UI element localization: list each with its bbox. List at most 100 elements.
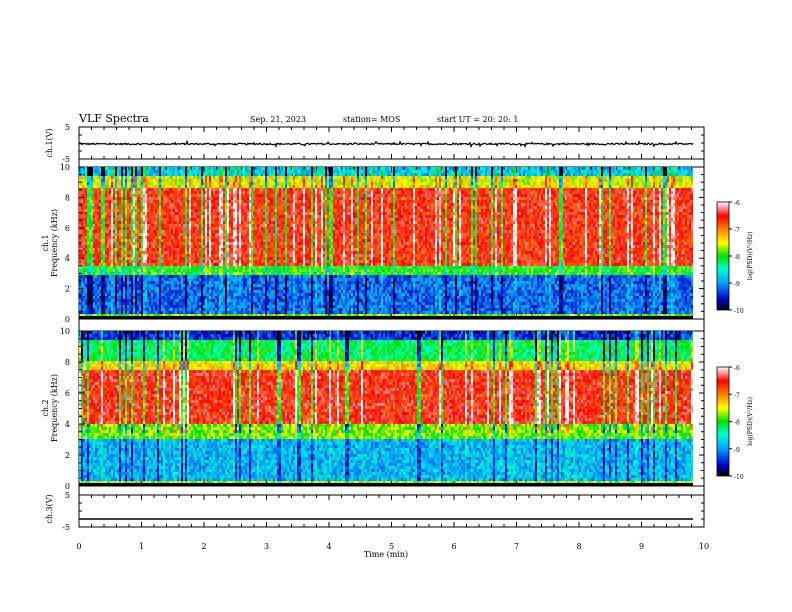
spec-cell <box>251 284 253 287</box>
spec-cell <box>179 230 181 233</box>
spec-cell <box>249 197 251 200</box>
spec-cell <box>165 224 167 227</box>
spec-cell <box>169 296 171 299</box>
spec-cell <box>219 170 221 173</box>
spec-cell <box>265 272 267 275</box>
spec-cell <box>257 284 259 287</box>
spec-cell <box>175 194 177 197</box>
spec-cell <box>113 179 115 182</box>
spec-cell <box>185 308 187 311</box>
spec-cell <box>129 254 131 257</box>
spec-cell <box>173 206 175 209</box>
spec-cell <box>191 203 193 206</box>
spec-cell <box>125 251 127 254</box>
spec-cell <box>245 173 247 176</box>
spec-cell <box>129 236 131 239</box>
spec-cell <box>135 188 137 191</box>
spec-cell <box>111 308 113 311</box>
spec-cell <box>81 197 83 200</box>
spec-cell <box>253 179 255 182</box>
spec-cell <box>197 257 199 260</box>
spec-cell <box>133 284 135 287</box>
spec-cell <box>117 254 119 257</box>
spec-cell <box>121 296 123 299</box>
spec-cell <box>223 260 225 263</box>
spec-cell <box>255 212 257 215</box>
spec-cell <box>183 248 185 251</box>
spec-cell <box>181 218 183 221</box>
spec-cell <box>243 212 245 215</box>
spec-cell <box>193 251 195 254</box>
spec-cell <box>245 233 247 236</box>
spec-cell <box>111 296 113 299</box>
spec-cell <box>189 242 191 245</box>
spec-cell <box>163 251 165 254</box>
spec-cell <box>137 281 139 284</box>
spec-cell <box>225 293 227 296</box>
spec-cell <box>211 305 213 308</box>
spec-cell <box>157 173 159 176</box>
spec-cell <box>245 263 247 266</box>
spec-cell <box>81 212 83 215</box>
spec-cell <box>133 290 135 293</box>
spec-cell <box>247 218 249 221</box>
spec-cell <box>167 230 169 233</box>
spec-cell <box>147 263 149 266</box>
spec-cell <box>245 302 247 305</box>
spec-cell <box>99 221 101 224</box>
spec-cell <box>171 230 173 233</box>
spec-cell <box>163 227 165 230</box>
spec-cell <box>159 266 161 269</box>
spec-cell <box>107 239 109 242</box>
spec-cell <box>115 260 117 263</box>
spec-cell <box>249 203 251 206</box>
spec-cell <box>243 233 245 236</box>
spec-cell <box>109 272 111 275</box>
spec-cell <box>179 218 181 221</box>
spec-cell <box>243 185 245 188</box>
spec-cell <box>107 188 109 191</box>
spec-cell <box>205 293 207 296</box>
spec-cell <box>147 188 149 191</box>
spec-cell <box>187 296 189 299</box>
spec-cell <box>163 200 165 203</box>
spec-cell <box>213 218 215 221</box>
spec-cell <box>229 173 231 176</box>
spec-cell <box>267 272 269 275</box>
spec-cell <box>213 185 215 188</box>
spec-cell <box>255 182 257 185</box>
spec-cell <box>115 233 117 236</box>
spec-cell <box>255 248 257 251</box>
spec-cell <box>93 314 95 317</box>
spec-cell <box>253 275 255 278</box>
spec-cell <box>87 218 89 221</box>
spec-cell <box>155 188 157 191</box>
spec-cell <box>199 269 201 272</box>
spec-cell <box>207 305 209 308</box>
spec-cell <box>105 314 107 317</box>
spec-cell <box>245 284 247 287</box>
spec-cell <box>149 251 151 254</box>
spec-cell <box>245 188 247 191</box>
spec-cell <box>95 188 97 191</box>
spec-cell <box>177 302 179 305</box>
spec-cell <box>205 314 207 317</box>
spec-cell <box>223 308 225 311</box>
spec-cell <box>269 200 271 203</box>
spec-cell <box>133 305 135 308</box>
spec-cell <box>151 314 153 317</box>
spec-cell <box>131 182 133 185</box>
spec-cell <box>221 206 223 209</box>
spec-cell <box>105 263 107 266</box>
spec-cell <box>141 233 143 236</box>
spec-cell <box>97 296 99 299</box>
spec-cell <box>167 266 169 269</box>
spec-cell <box>99 263 101 266</box>
spec-cell <box>249 206 251 209</box>
spec-cell <box>253 284 255 287</box>
spec-cell <box>199 239 201 242</box>
spec-cell <box>83 239 85 242</box>
spec-cell <box>91 245 93 248</box>
spec-cell <box>177 248 179 251</box>
spec-cell <box>87 287 89 290</box>
